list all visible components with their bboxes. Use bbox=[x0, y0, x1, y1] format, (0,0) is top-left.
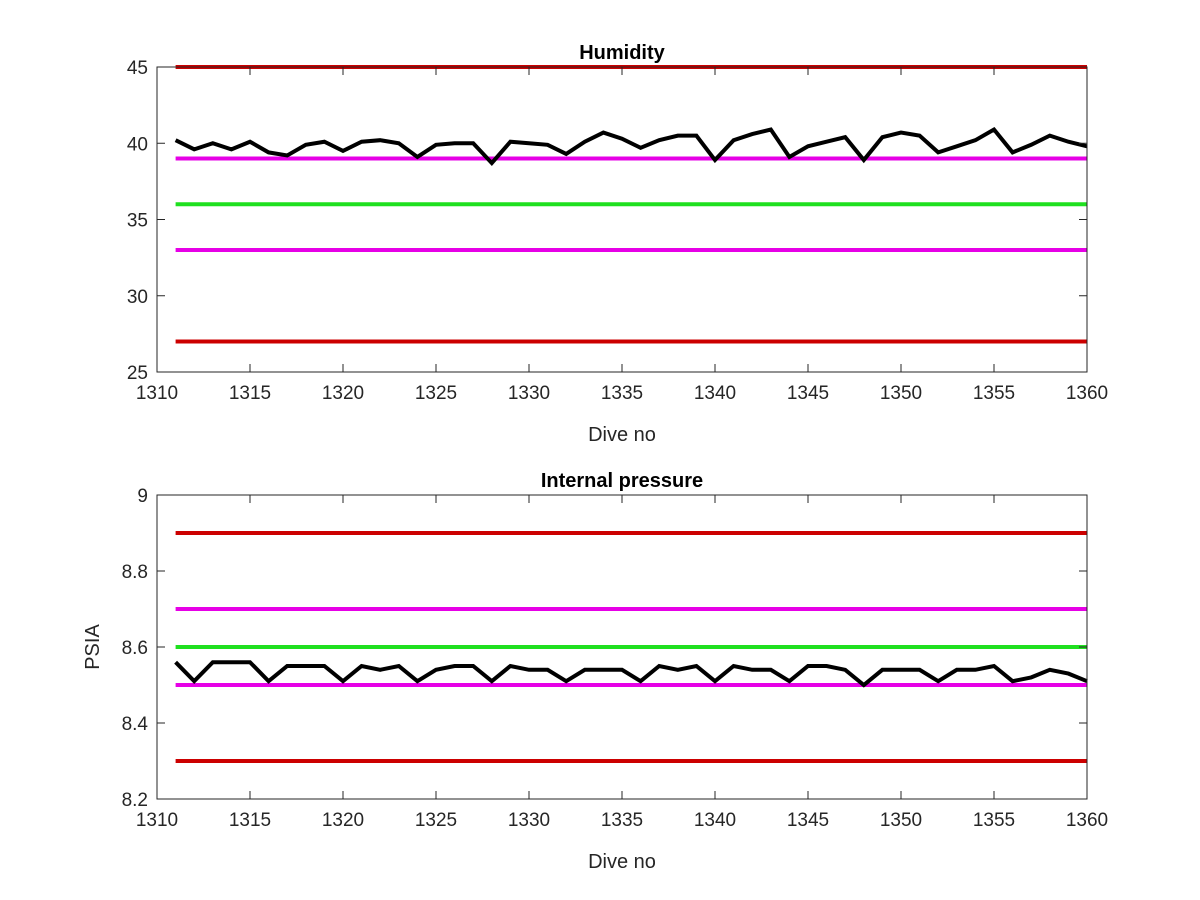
chart-panel-1: 1310 1315 1320 1325 1330 1335 1340 1345 1350 1355… bbox=[127, 42, 1108, 446]
x-tick-label: 1310 bbox=[136, 383, 178, 404]
y-tick-label: 8.2 bbox=[122, 790, 148, 811]
y-tick-label: 25 bbox=[127, 363, 148, 384]
chart-panel-2: 1310 1315 1320 1325 1330 1335 1340 1345 1350 1355… bbox=[82, 470, 1108, 873]
x-tick-label: 1355 bbox=[973, 810, 1015, 831]
x-tick-label: 1320 bbox=[322, 383, 364, 404]
y-tick-label: 9 bbox=[137, 486, 148, 507]
y-tick-label: 45 bbox=[127, 58, 148, 79]
x-tick-label: 1360 bbox=[1066, 810, 1108, 831]
x-tick-label: 1355 bbox=[973, 383, 1015, 404]
y-tick-label: 8.8 bbox=[122, 562, 148, 583]
x-tick-label: 1330 bbox=[508, 383, 550, 404]
series-line bbox=[174, 660, 1088, 688]
y-tick-label: 35 bbox=[127, 211, 148, 232]
x-tick-label: 1350 bbox=[880, 383, 922, 404]
x-tick-label: 1330 bbox=[508, 810, 550, 831]
series-line bbox=[174, 126, 1088, 167]
y-tick-label: 40 bbox=[127, 134, 148, 155]
x-axis-label: Dive no bbox=[588, 851, 656, 873]
y-tick-label: 30 bbox=[127, 287, 148, 308]
x-tick-label: 1335 bbox=[601, 383, 643, 404]
x-tick-label: 1350 bbox=[880, 810, 922, 831]
y-tick-label: 8.6 bbox=[122, 638, 148, 659]
x-tick-label: 1345 bbox=[787, 383, 829, 404]
x-tick-label: 1345 bbox=[787, 810, 829, 831]
x-tick-label: 1320 bbox=[322, 810, 364, 831]
plot-area bbox=[157, 67, 1087, 372]
x-tick-label: 1340 bbox=[694, 810, 736, 831]
chart-title: Humidity bbox=[579, 42, 665, 64]
y-tick-label: 8.4 bbox=[122, 714, 149, 735]
x-tick-label: 1360 bbox=[1066, 383, 1108, 404]
x-tick-label: 1340 bbox=[694, 383, 736, 404]
chart-title: Internal pressure bbox=[541, 470, 703, 492]
x-tick-label: 1335 bbox=[601, 810, 643, 831]
x-tick-label: 1325 bbox=[415, 810, 457, 831]
x-tick-label: 1315 bbox=[229, 810, 271, 831]
x-tick-label: 1310 bbox=[136, 810, 178, 831]
x-tick-label: 1325 bbox=[415, 383, 457, 404]
x-axis-label: Dive no bbox=[588, 424, 656, 446]
y-axis-label: PSIA bbox=[82, 624, 104, 670]
x-tick-label: 1315 bbox=[229, 383, 271, 404]
